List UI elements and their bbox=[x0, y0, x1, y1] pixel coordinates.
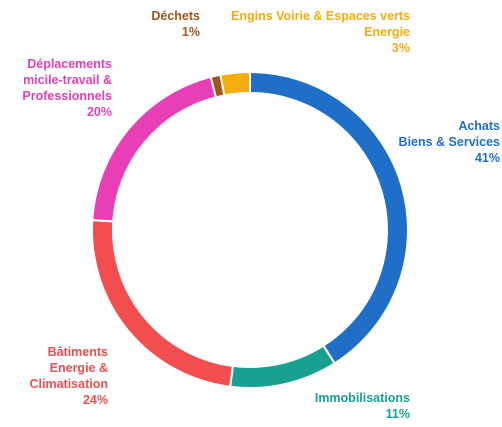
value-label: 20% bbox=[86, 105, 112, 119]
category-label: Engins Voirie & Espaces verts Energie bbox=[230, 9, 410, 39]
donut-segment bbox=[219, 70, 251, 97]
value-label: 11% bbox=[385, 407, 410, 421]
donut-segment bbox=[229, 344, 337, 389]
category-label: Déplacements micile-travail & Profession… bbox=[22, 57, 112, 103]
category-label: Bâtiments Energie & Climatisation bbox=[29, 345, 109, 391]
category-label: Immobilisations bbox=[314, 391, 410, 405]
value-label: 3% bbox=[391, 41, 410, 55]
segment-label: Déchets 1% bbox=[151, 8, 200, 40]
segment-label: Engins Voirie & Espaces verts Energie 3% bbox=[231, 8, 410, 56]
segment-label: Achats Biens & Services 41% bbox=[399, 118, 500, 166]
donut-segment bbox=[249, 70, 409, 365]
category-label: Déchets bbox=[151, 9, 200, 23]
segment-label: Immobilisations 11% bbox=[315, 390, 410, 422]
category-label: Achats Biens & Services bbox=[398, 119, 500, 149]
donut-segment bbox=[91, 219, 234, 388]
value-label: 1% bbox=[181, 25, 200, 39]
segment-label: Déplacements micile-travail & Profession… bbox=[22, 56, 112, 120]
value-label: 24% bbox=[82, 393, 108, 407]
segment-label: Bâtiments Energie & Climatisation 24% bbox=[30, 344, 109, 408]
value-label: 41% bbox=[474, 151, 500, 165]
